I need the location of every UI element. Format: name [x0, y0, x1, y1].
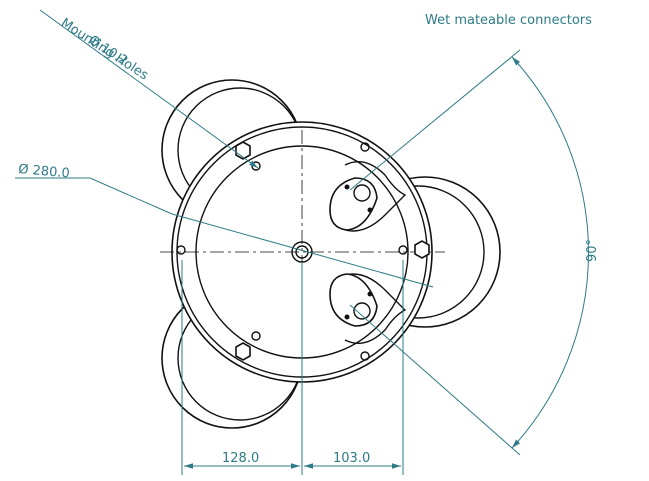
drawing: Ø 10.2 Mounting Holes Ø 280.0 Wet mateab… — [0, 0, 649, 481]
dimension-right: 103.0 — [333, 451, 370, 466]
angle-label: 90° — [585, 239, 600, 262]
hole-name: Mounting Holes — [58, 16, 151, 84]
connector-label: Wet mateable connectors — [425, 13, 592, 28]
dimension-left: 128.0 — [222, 451, 259, 466]
flange-diameter: Ø 280.0 — [18, 162, 71, 181]
